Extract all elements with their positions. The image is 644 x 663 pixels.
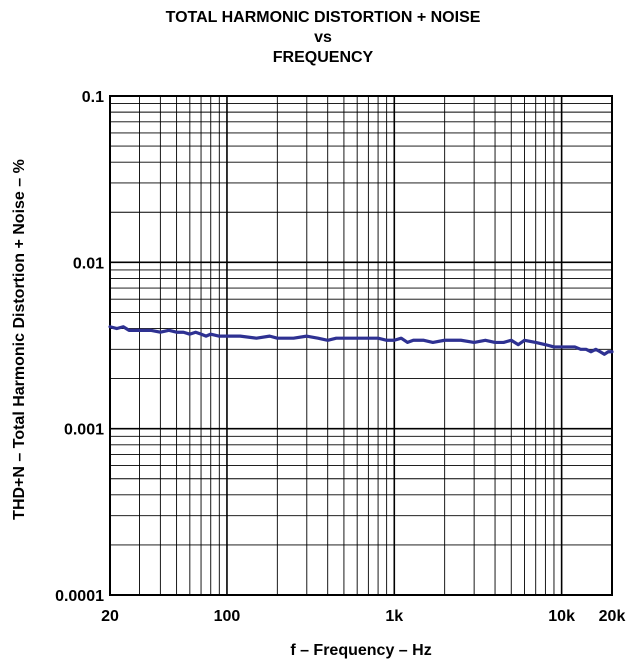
chart-title: TOTAL HARMONIC DISTORTION + NOISE vs FRE…: [166, 9, 481, 66]
x-tick-label: 100: [214, 608, 241, 625]
title-line-1: TOTAL HARMONIC DISTORTION + NOISE: [166, 9, 481, 26]
x-tick-label: 10k: [548, 608, 575, 625]
x-axis-label: f – Frequency – Hz: [290, 642, 431, 659]
x-tick-label: 20: [101, 608, 119, 625]
y-tick-labels: 0.1 0.01 0.001 0.0001: [55, 89, 104, 605]
y-tick-label: 0.1: [82, 89, 104, 106]
thd-series-line: [108, 325, 614, 356]
plot-frame: [109, 95, 613, 596]
plot-grid: [109, 95, 613, 596]
y-axis-label: THD+N – Total Harmonic Distortion + Nois…: [11, 159, 28, 520]
x-tick-label: 1k: [385, 608, 403, 625]
y-tick-label: 0.01: [73, 255, 104, 272]
title-line-2: vs: [314, 29, 332, 46]
title-line-3: FREQUENCY: [273, 49, 374, 66]
series-layer: [108, 325, 614, 356]
y-tick-label: 0.001: [64, 422, 104, 439]
y-tick-label: 0.0001: [55, 588, 104, 605]
x-tick-labels: 20 100 1k 10k 20k: [101, 608, 625, 625]
x-tick-label: 20k: [599, 608, 626, 625]
